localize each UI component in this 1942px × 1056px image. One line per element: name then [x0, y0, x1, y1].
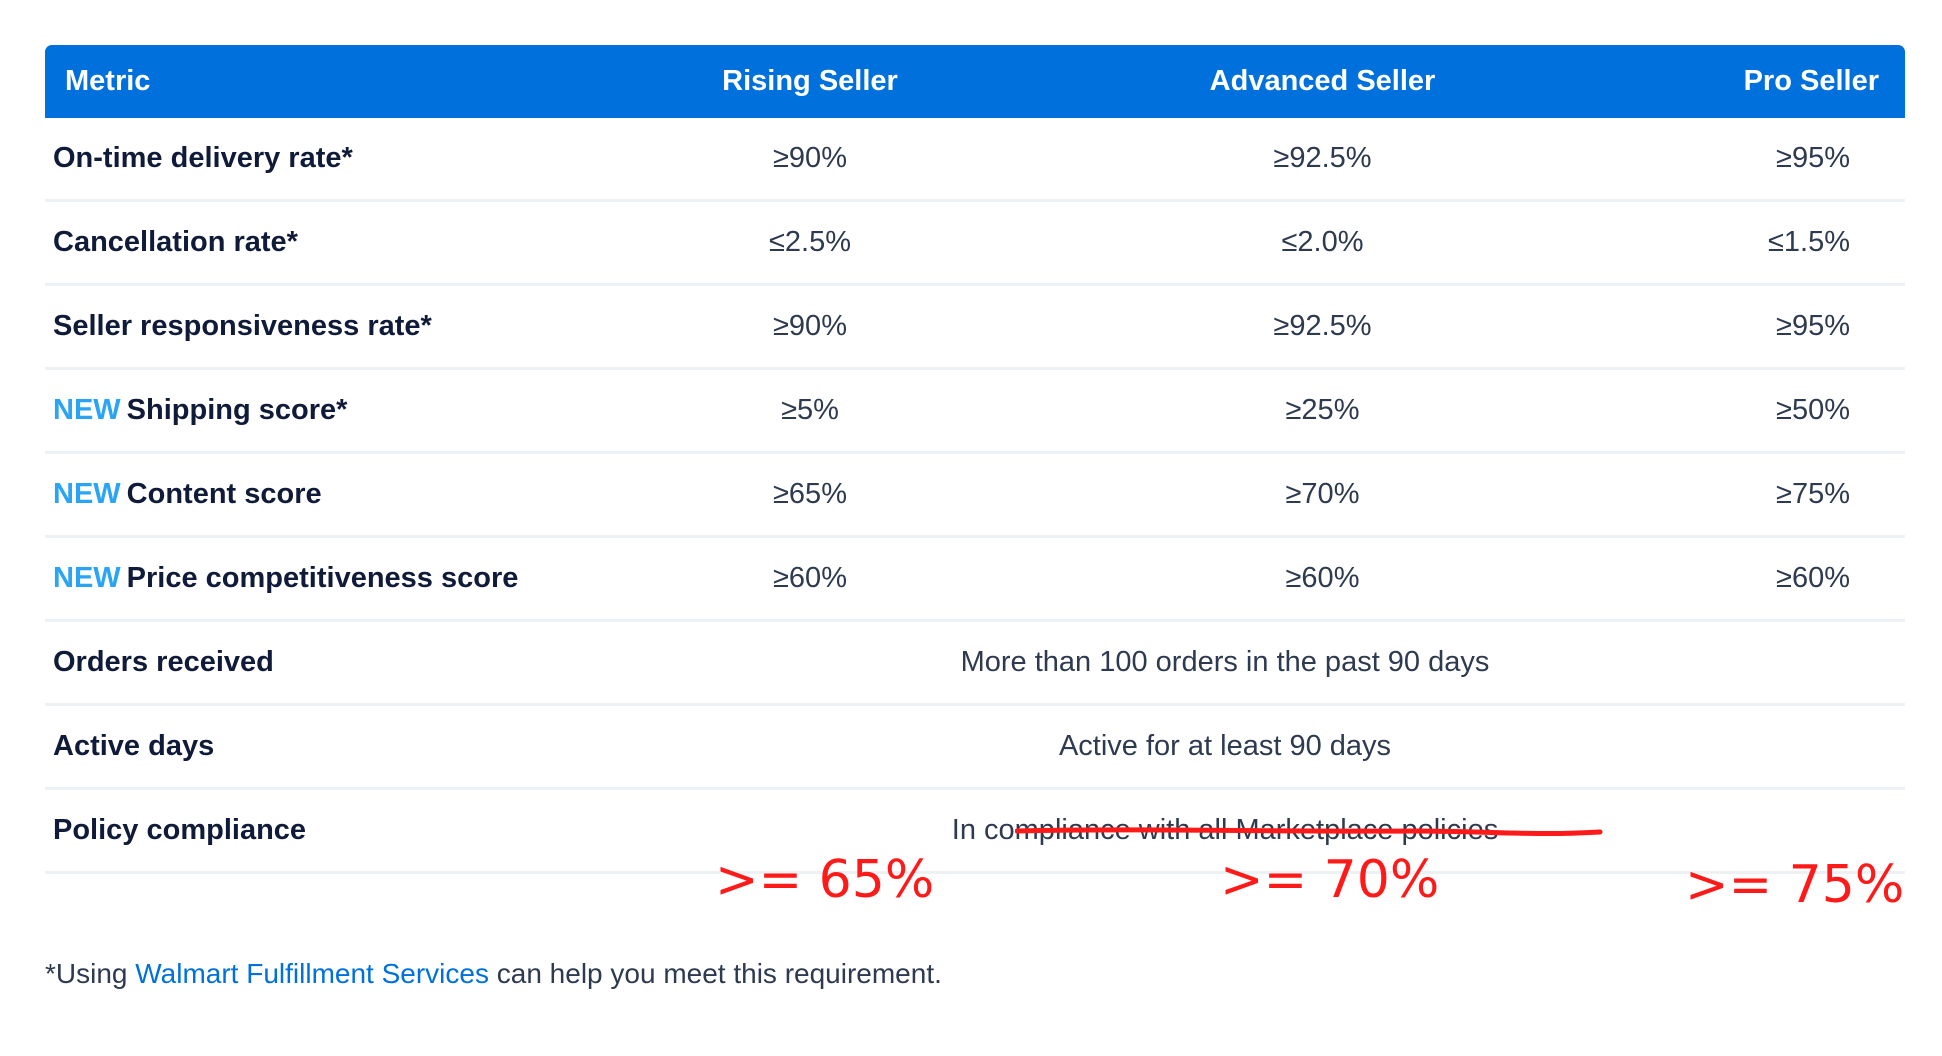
- rising-value: ≥60%: [773, 562, 847, 594]
- seller-requirements-table: Metric Rising Seller Advanced Seller Pro…: [45, 45, 1905, 874]
- pro-value: ≥95%: [1776, 142, 1850, 174]
- header-pro-seller: Pro Seller: [1743, 65, 1879, 97]
- metric-label-text: Price competitiveness score: [126, 562, 519, 594]
- pro-value: ≥50%: [1776, 394, 1850, 426]
- walmart-fulfillment-link[interactable]: Walmart Fulfillment Services: [135, 958, 489, 989]
- table-row: Seller responsiveness rate* ≥90% ≥92.5% …: [45, 286, 1905, 370]
- table-row: Active days Active for at least 90 days: [45, 706, 1905, 790]
- all-tiers-value: Active for at least 90 days: [1058, 730, 1392, 762]
- metric-label: Policy compliance: [53, 814, 307, 846]
- pro-value: ≥95%: [1776, 310, 1850, 342]
- advanced-value: ≥25%: [1285, 394, 1360, 426]
- table-row: On-time delivery rate* ≥90% ≥92.5% ≥95%: [45, 118, 1905, 202]
- table-row: Cancellation rate* ≤2.5% ≤2.0% ≤1.5%: [45, 202, 1905, 286]
- all-tiers-value: More than 100 orders in the past 90 days: [960, 646, 1490, 678]
- metric-label: Active days: [53, 730, 215, 762]
- metric-label: Seller responsiveness rate*: [53, 310, 432, 342]
- metric-label: Cancellation rate*: [53, 226, 298, 258]
- table-row: NEW Shipping score* ≥5% ≥25% ≥50%: [45, 370, 1905, 454]
- pro-value: ≥75%: [1776, 478, 1850, 510]
- new-badge: NEW: [53, 394, 121, 426]
- annotation-rising: >= 65%: [715, 850, 935, 910]
- header-advanced-seller: Advanced Seller: [1209, 65, 1436, 97]
- advanced-value: ≥92.5%: [1273, 310, 1372, 342]
- rising-value: ≥90%: [773, 310, 847, 342]
- new-badge: NEW: [53, 478, 121, 510]
- footnote-suffix: can help you meet this requirement.: [488, 958, 942, 989]
- new-badge: NEW: [53, 562, 121, 594]
- metric-label-text: Shipping score*: [126, 394, 348, 426]
- table-row: Orders received More than 100 orders in …: [45, 622, 1905, 706]
- metric-label: NEW Shipping score*: [45, 394, 545, 427]
- pro-value: ≤1.5%: [1767, 226, 1850, 258]
- rising-value: ≥65%: [773, 478, 847, 510]
- metric-label: NEW Price competitiveness score: [45, 562, 545, 595]
- rising-value: ≥5%: [781, 394, 839, 426]
- header-rising-seller: Rising Seller: [722, 65, 898, 97]
- red-strikethrough-mark: [1015, 827, 1603, 837]
- rising-value: ≥90%: [773, 142, 847, 174]
- table-row: Policy compliance In compliance with all…: [45, 790, 1905, 874]
- metric-label: On-time delivery rate*: [53, 142, 353, 174]
- table-row: NEW Content score ≥65% ≥70% ≥75%: [45, 454, 1905, 538]
- header-metric: Metric: [65, 65, 151, 97]
- metric-label: NEW Content score: [45, 478, 545, 511]
- annotation-advanced: >= 70%: [1220, 850, 1440, 910]
- footnote: *Using Walmart Fulfillment Services can …: [45, 958, 942, 990]
- advanced-value: ≥70%: [1285, 478, 1360, 510]
- advanced-value: ≤2.0%: [1281, 226, 1364, 258]
- rising-value: ≤2.5%: [768, 226, 851, 258]
- metric-label-text: Content score: [126, 478, 322, 510]
- table-row: NEW Price competitiveness score ≥60% ≥60%…: [45, 538, 1905, 622]
- footnote-prefix: *Using: [45, 958, 136, 989]
- advanced-value: ≥92.5%: [1273, 142, 1372, 174]
- advanced-value: ≥60%: [1285, 562, 1360, 594]
- pro-value: ≥60%: [1776, 562, 1850, 594]
- table-header: Metric Rising Seller Advanced Seller Pro…: [45, 45, 1905, 118]
- metric-label: Orders received: [53, 646, 274, 678]
- annotation-pro: >= 75%: [1685, 855, 1905, 915]
